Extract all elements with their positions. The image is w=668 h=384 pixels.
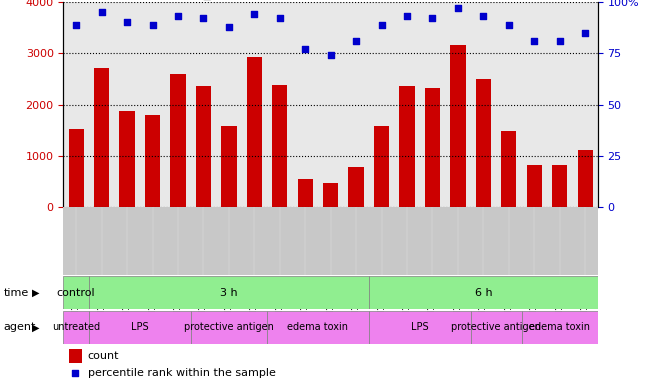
Bar <box>89 276 369 309</box>
Point <box>275 15 285 22</box>
Text: time: time <box>3 288 29 298</box>
Point <box>147 22 158 28</box>
Text: protective antigen: protective antigen <box>451 322 541 333</box>
Text: 3 h: 3 h <box>220 288 238 298</box>
Point <box>401 13 412 19</box>
Bar <box>369 311 471 344</box>
Text: edema toxin: edema toxin <box>529 322 591 333</box>
Bar <box>272 84 287 207</box>
Bar <box>552 165 567 207</box>
Point <box>122 19 132 25</box>
Text: percentile rank within the sample: percentile rank within the sample <box>88 368 275 378</box>
Point <box>554 38 565 44</box>
Bar <box>501 131 516 207</box>
Point <box>432 264 443 270</box>
Point <box>96 9 107 15</box>
Text: ▶: ▶ <box>32 322 39 333</box>
Point <box>224 23 234 30</box>
Text: LPS: LPS <box>411 322 429 333</box>
Text: untreated: untreated <box>52 322 100 333</box>
Bar <box>196 86 211 207</box>
Text: control: control <box>57 288 96 298</box>
Text: 6 h: 6 h <box>474 288 492 298</box>
Bar <box>69 129 84 207</box>
Bar <box>63 276 89 309</box>
Point <box>478 13 489 19</box>
Bar <box>399 86 415 207</box>
Text: agent: agent <box>3 322 35 333</box>
Point <box>249 11 260 17</box>
Point <box>325 52 336 58</box>
Text: count: count <box>88 351 119 361</box>
Text: edema toxin: edema toxin <box>287 322 349 333</box>
Bar <box>89 311 190 344</box>
Bar <box>267 311 369 344</box>
Bar <box>369 276 598 309</box>
Point <box>427 15 438 22</box>
Point <box>300 46 311 52</box>
Bar <box>63 311 89 344</box>
Point <box>529 38 540 44</box>
Point <box>376 22 387 28</box>
Bar <box>578 150 593 207</box>
Bar <box>349 167 364 207</box>
Bar <box>323 183 338 207</box>
Bar <box>476 79 491 207</box>
Bar <box>145 115 160 207</box>
Bar <box>190 311 267 344</box>
Point <box>198 15 209 22</box>
Bar <box>69 349 82 363</box>
Bar <box>297 179 313 207</box>
Bar <box>221 126 236 207</box>
Text: LPS: LPS <box>131 322 148 333</box>
Bar <box>526 165 542 207</box>
Text: ▶: ▶ <box>32 288 39 298</box>
Bar <box>450 45 466 207</box>
Bar <box>120 111 135 207</box>
Bar <box>471 311 522 344</box>
Point <box>172 13 183 19</box>
Point <box>504 22 514 28</box>
Point <box>452 5 463 11</box>
Bar <box>425 88 440 207</box>
Bar <box>246 57 262 207</box>
Bar <box>522 311 598 344</box>
Point <box>351 38 361 44</box>
Point <box>580 30 591 36</box>
Text: protective antigen: protective antigen <box>184 322 274 333</box>
Point <box>71 22 81 28</box>
Bar <box>170 74 186 207</box>
Bar <box>374 126 389 207</box>
Bar <box>94 68 110 207</box>
